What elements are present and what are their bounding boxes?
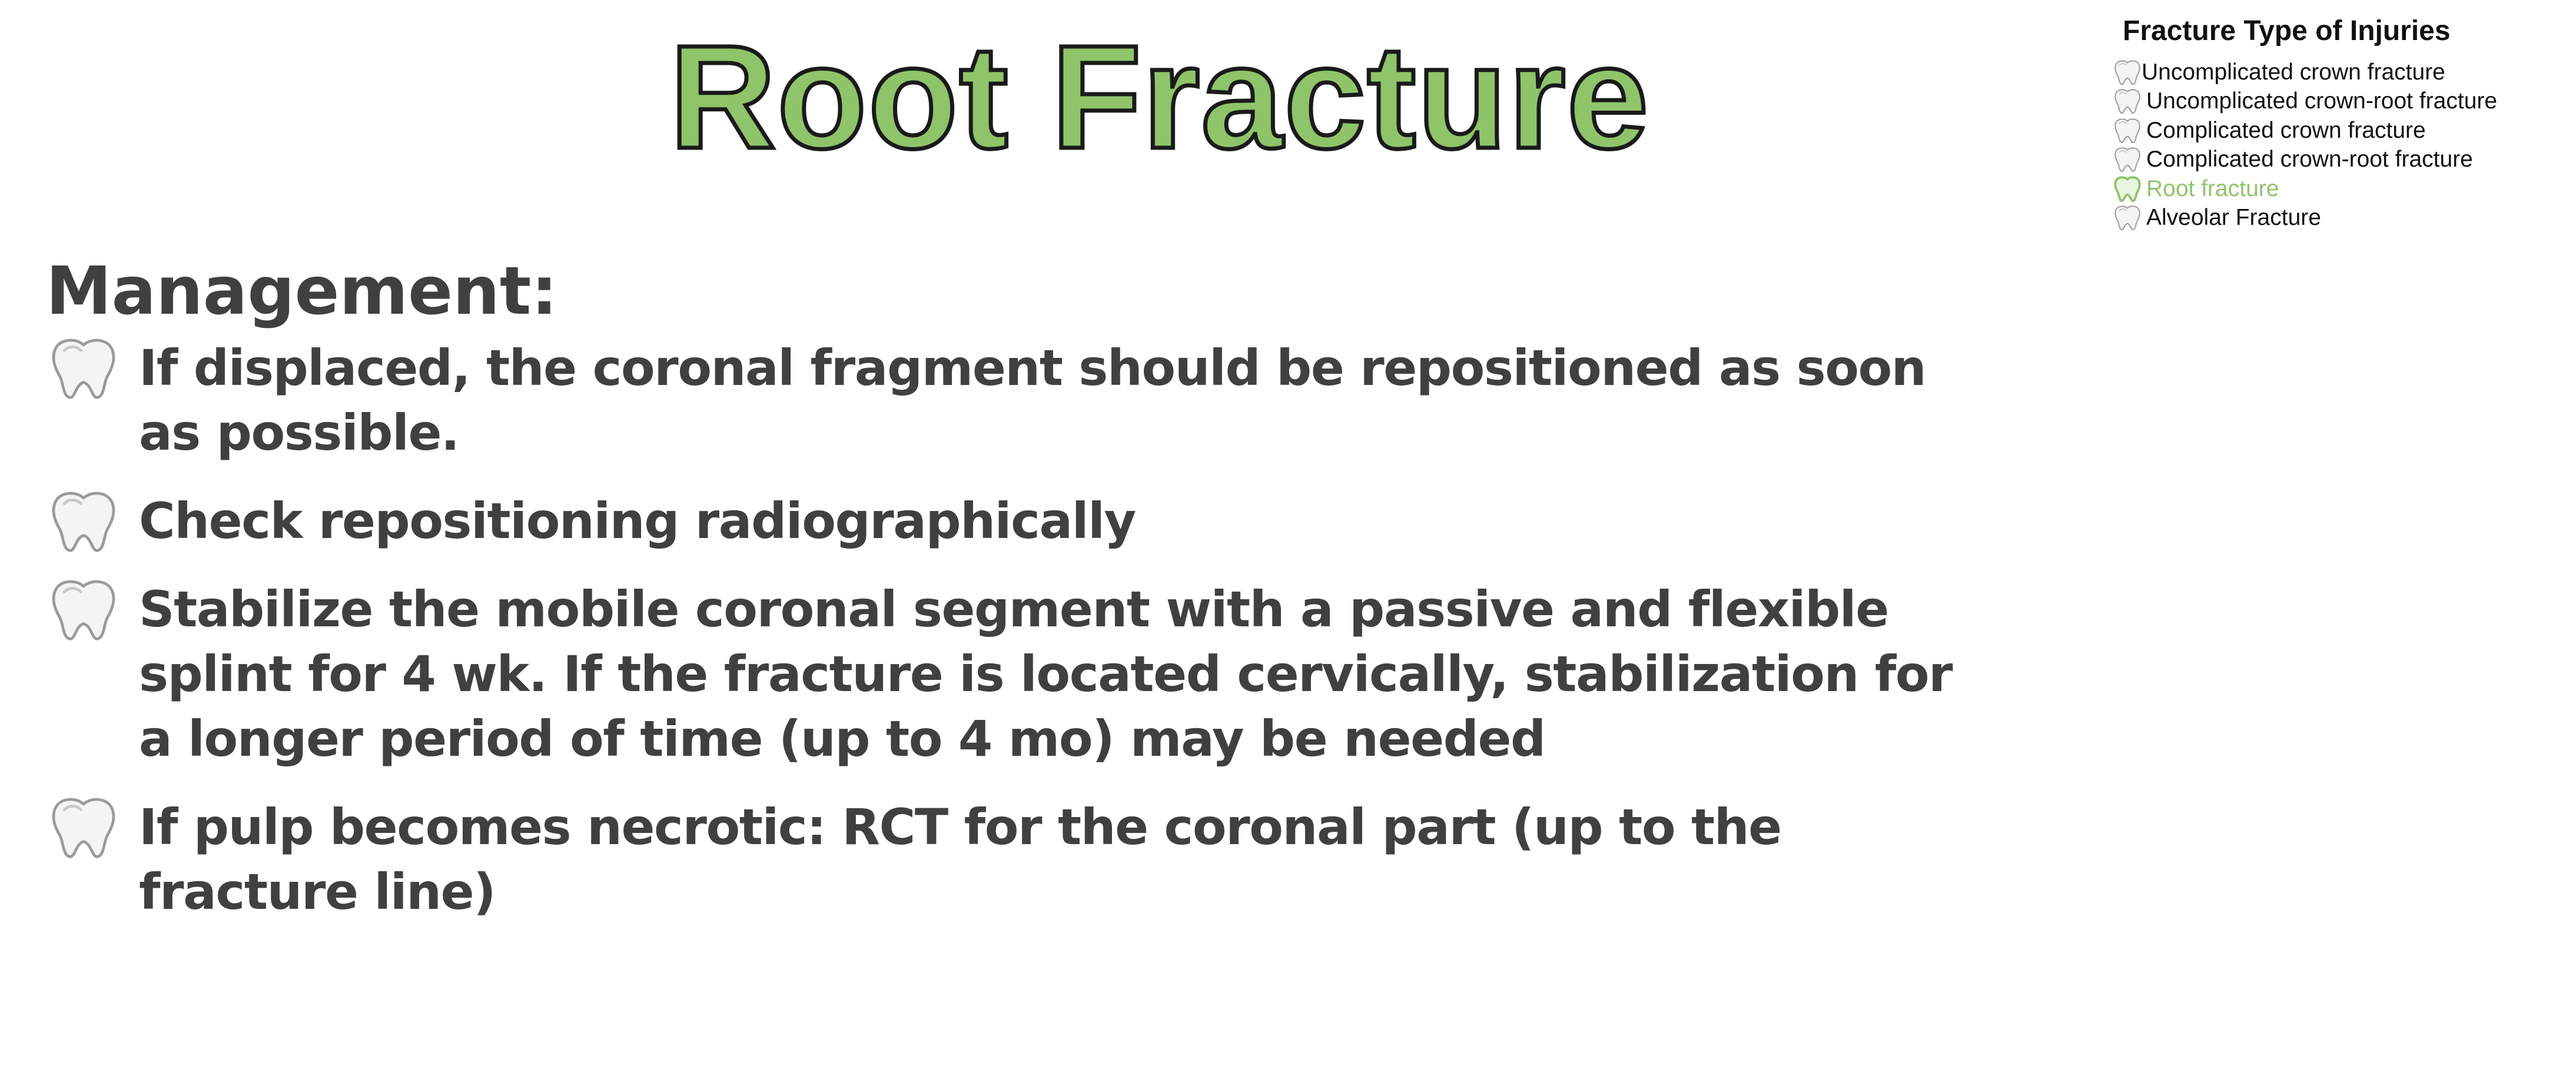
nav-item-label: Complicated crown fracture [2146,117,2426,143]
list-item: Stabilize the mobile coronal segment wit… [46,577,1989,771]
nav-item-uncomplicated-crown-root-fracture[interactable]: Uncomplicated crown-root fracture [2113,87,2561,117]
tooth-icon [2113,175,2142,202]
nav-item-label: Complicated crown-root fracture [2146,147,2473,172]
nav-item-uncomplicated-crown-fracture[interactable]: Uncomplicated crown fracture [2113,58,2561,87]
tooth-icon [2113,146,2142,173]
list-item: If pulp becomes necrotic: RCT for the co… [46,795,1989,924]
tooth-icon [46,490,121,553]
nav-item-label: Alveolar Fracture [2146,205,2321,231]
list-item-text: If displaced, the coronal fragment shoul… [139,339,1927,462]
list-item: If displaced, the coronal fragment shoul… [46,336,1989,465]
nav-item-alveolar-fracture[interactable]: Alveolar Fracture [2113,204,2561,233]
list-item-text: Stabilize the mobile coronal segment wit… [139,580,1953,768]
nav-item-label: Root fracture [2146,175,2279,201]
list-item: Check repositioning radiographically [46,489,1989,553]
tooth-icon [2113,88,2142,115]
nav-item-complicated-crown-fracture[interactable]: Complicated crown fracture [2113,116,2561,145]
tooth-icon [2113,59,2142,86]
tooth-icon [2113,204,2142,231]
tooth-icon [2113,117,2142,144]
management-list: If displaced, the coronal fragment shoul… [46,336,1989,948]
nav-item-root-fracture[interactable]: Root fracture [2113,174,2561,204]
nav-title: Fracture Type of Injuries [2123,15,2451,47]
nav-item-label: Uncomplicated crown fracture [2142,59,2445,85]
fracture-type-nav: Fracture Type of Injuries Uncomplicated … [2113,13,2561,233]
management-heading: Management: [46,253,558,330]
list-item-text: Check repositioning radiographically [139,492,1136,550]
nav-item-complicated-crown-root-fracture[interactable]: Complicated crown-root fracture [2113,145,2561,175]
tooth-icon [46,796,121,859]
tooth-icon [46,578,121,642]
nav-item-label: Uncomplicated crown-root fracture [2146,88,2498,114]
list-item-text: If pulp becomes necrotic: RCT for the co… [139,798,1782,921]
tooth-icon [46,337,121,400]
page-title: Root Fracture [668,13,1651,181]
